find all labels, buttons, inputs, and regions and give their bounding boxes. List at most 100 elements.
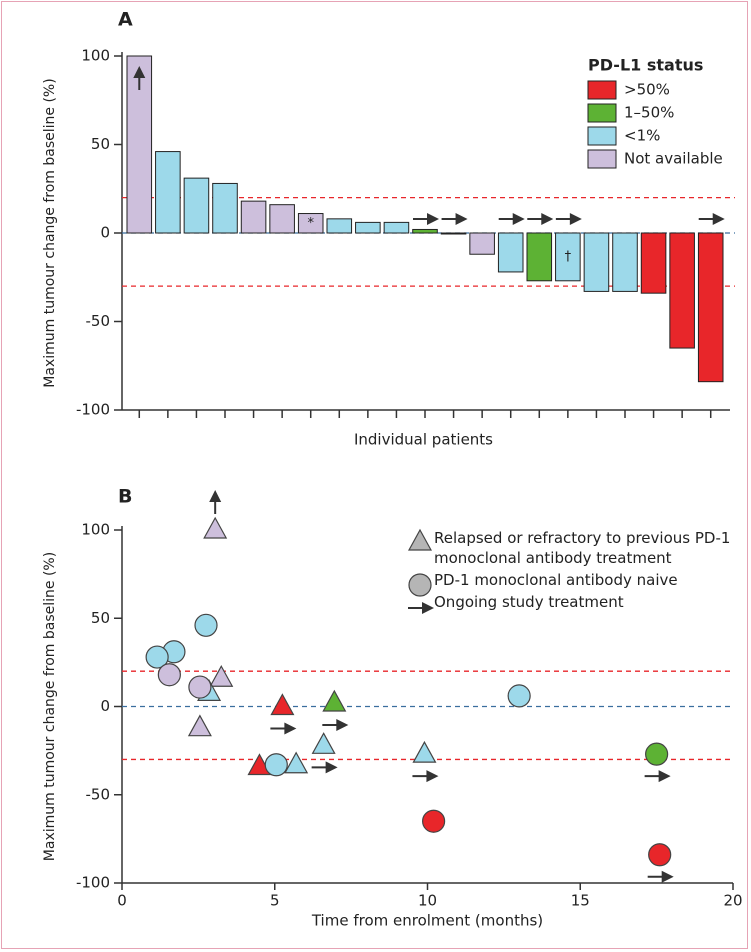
bar (240, 200, 267, 234)
triangle-point (270, 693, 295, 716)
ongoing-arrow (209, 490, 222, 514)
ongoing-arrow (698, 213, 725, 225)
bar (497, 232, 524, 273)
ongoing-arrow (441, 213, 468, 225)
x-tick-label: 10 (418, 892, 437, 910)
bar (297, 213, 324, 234)
bar (555, 232, 581, 282)
arrow-head (658, 770, 671, 783)
legend-label: <1% (624, 127, 660, 145)
ongoing-arrow (555, 213, 582, 225)
annotation: † (565, 249, 572, 264)
triangle-point (407, 528, 433, 551)
arrow-head (661, 870, 674, 883)
ongoing-arrow (647, 870, 674, 883)
arrow-head (336, 718, 349, 731)
triangle-point (412, 740, 437, 763)
circle-point (188, 675, 212, 699)
y-tick-label: 100 (81, 47, 110, 65)
circle-point (422, 809, 446, 833)
ongoing-arrow (412, 770, 439, 783)
bar (183, 177, 210, 234)
bar (440, 232, 467, 235)
legend-label: 1–50% (624, 104, 674, 122)
circle-point (645, 742, 669, 766)
y-tick-label: 50 (91, 609, 110, 627)
y-tick-label: 0 (100, 697, 110, 715)
legend-text: Ongoing study treatment (434, 593, 624, 611)
legend-title: PD-L1 status (588, 56, 703, 75)
y-tick-label: -100 (76, 874, 110, 892)
legend-label: >50% (624, 81, 670, 99)
ongoing-arrow (498, 213, 525, 225)
circle-point (145, 645, 169, 669)
arrow-head (512, 213, 525, 225)
circle-point (507, 684, 531, 708)
ongoing-arrow (527, 213, 554, 225)
triangle-point (284, 751, 309, 774)
bar (269, 204, 295, 234)
x-tick-label: 20 (723, 892, 742, 910)
panel-label: A (118, 9, 133, 31)
ongoing-arrow (270, 722, 297, 735)
x-tick-label: 15 (571, 892, 590, 910)
bar (583, 232, 610, 292)
bar (383, 221, 410, 234)
ongoing-arrow (311, 761, 338, 774)
legend-text: Relapsed or refractory to previous PD-1 … (434, 529, 731, 567)
annotation: * (307, 216, 314, 231)
ongoing-arrow (644, 770, 671, 783)
triangle-point (187, 714, 212, 737)
ongoing-arrow (413, 213, 439, 225)
arrow-head (427, 213, 439, 225)
arrow-head (455, 213, 468, 225)
triangle-point (203, 516, 228, 539)
y-tick-label: -50 (86, 785, 111, 803)
legend-label: Not available (624, 150, 723, 168)
arrow-head (284, 722, 297, 735)
legend-b: Relapsed or refractory to previous PD-1 … (434, 528, 734, 614)
bar (612, 232, 638, 292)
bar (355, 221, 381, 234)
bar (669, 232, 695, 349)
arrow-head (541, 213, 554, 225)
arrow-head (209, 490, 222, 502)
legend-swatch (587, 126, 617, 146)
x-tick-label: 5 (270, 892, 280, 910)
legend-swatch (587, 80, 617, 100)
legend-swatch (587, 149, 617, 169)
circle-point (264, 753, 288, 777)
y-tick-label: 100 (81, 521, 110, 539)
arrow-head (426, 770, 439, 783)
bar (155, 151, 181, 234)
bar (326, 218, 353, 234)
circle-point (408, 573, 432, 597)
x-tick-label: 0 (117, 892, 127, 910)
ongoing-arrow (408, 602, 434, 614)
triangle-point (322, 689, 347, 712)
ongoing-arrow (322, 718, 349, 731)
triangle-point (209, 665, 234, 687)
arrow-head (325, 761, 338, 774)
bar (412, 228, 438, 234)
y-tick-label: -50 (86, 312, 111, 330)
arrow-head (712, 213, 725, 225)
bar (640, 232, 667, 294)
arrow-head (422, 602, 434, 614)
x-axis-label: Individual patients (354, 431, 493, 449)
y-axis-label: Maximum tumour change from baseline (%) (42, 78, 58, 387)
y-axis-label: Maximum tumour change from baseline (%) (42, 552, 58, 861)
bar (697, 232, 724, 383)
legend-swatch (587, 103, 617, 123)
bar (526, 232, 553, 282)
circle-point (157, 663, 181, 687)
bar (469, 232, 495, 255)
arrow-head (133, 66, 146, 78)
y-tick-label: -100 (76, 401, 110, 419)
panel-label: B (118, 486, 132, 508)
circle-point (648, 843, 672, 867)
legend-text: PD-1 monoclonal antibody naive (434, 571, 678, 589)
x-axis-label: Time from enrolment (months) (311, 912, 543, 930)
